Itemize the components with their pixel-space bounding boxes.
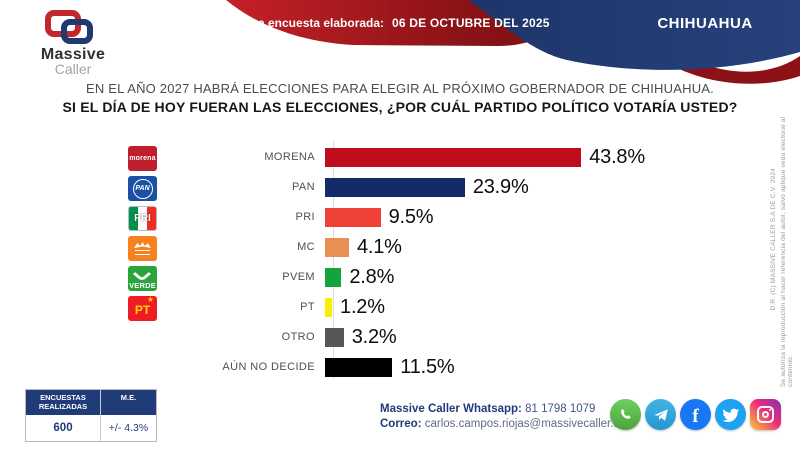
facebook-f-glyph: f xyxy=(692,405,699,427)
bar-pt xyxy=(325,297,333,317)
instagram-lens xyxy=(762,411,769,418)
bar-label-otro: OTRO xyxy=(281,331,315,343)
whatsapp-number[interactable]: 81 1798 1079 xyxy=(521,403,596,415)
chart-row-otro: OTRO 3.2% xyxy=(150,322,630,352)
party-logo-column: morena PAN PRI VERDE ★ PT xyxy=(128,146,158,326)
pan-ring: PAN xyxy=(132,178,153,199)
sample-stats-table: ENCUESTAS REALIZADAS M.E. 600 +/- 4.3% xyxy=(25,389,157,443)
pt-star-icon: ★ xyxy=(146,296,154,304)
copyright-vertical-text: D.R. (C) MASSIVE CALLER S.A DE C.V. 2024… xyxy=(770,92,794,387)
question-line-2: SI EL DÍA DE HOY FUERAN LAS ELECCIONES, … xyxy=(62,99,738,115)
bar-label-pri: PRI xyxy=(295,211,315,223)
chart-row-pan: PAN 23.9% xyxy=(150,172,630,202)
bar-morena xyxy=(325,147,582,167)
whatsapp-label: Massive Caller Whatsapp: xyxy=(380,403,522,415)
massive-caller-logo: Massive Caller xyxy=(28,10,118,77)
facebook-icon[interactable]: f xyxy=(680,399,711,430)
contact-block: Massive Caller Whatsapp: 81 1798 1079 Co… xyxy=(380,402,635,432)
stats-value-row: 600 +/- 4.3% xyxy=(26,415,156,442)
header-banner-graphics xyxy=(226,0,800,84)
pri-tricolor xyxy=(129,207,156,230)
chart-row-pt: PT 1.2% xyxy=(150,292,630,322)
chart-row-a-n-no-decide: AÚN NO DECIDE 11.5% xyxy=(150,352,630,382)
bar-value-morena: 43.8% xyxy=(589,145,645,168)
pt-logo-text: PT xyxy=(134,303,151,317)
bar-label-morena: MORENA xyxy=(264,151,315,163)
bar-value-a-n-no-decide: 11.5% xyxy=(400,355,455,378)
bar-a-n-no-decide xyxy=(325,357,393,377)
blue-swoosh xyxy=(468,0,800,70)
stats-value-me: +/- 4.3% xyxy=(100,415,156,442)
stats-header-me: M.E. xyxy=(100,390,156,416)
pri-logo-icon: PRI xyxy=(128,206,157,231)
pan-logo-icon: PAN xyxy=(128,176,157,201)
twitter-icon[interactable] xyxy=(715,399,746,430)
logo-speech-bubble-blue-icon xyxy=(61,19,93,44)
bar-pvem xyxy=(325,267,342,287)
whatsapp-line: Massive Caller Whatsapp: 81 1798 1079 xyxy=(380,402,635,417)
bar-pan xyxy=(325,177,465,197)
poll-bar-chart: MORENA 43.8% PAN 23.9% PRI 9.5% MC 4.1% PVEM 2.8%… xyxy=(150,142,645,382)
pvem-logo-icon: VERDE xyxy=(128,266,157,291)
instagram-flash-dot xyxy=(769,409,771,411)
bar-pri xyxy=(325,207,381,227)
chart-row-mc: MC 4.1% xyxy=(150,232,630,262)
morena-logo-icon: morena xyxy=(128,146,157,171)
bar-value-pvem: 2.8% xyxy=(349,265,395,288)
pan-logo-text: PAN xyxy=(135,185,150,192)
stats-header-encuestas: ENCUESTAS REALIZADAS xyxy=(38,393,88,411)
chart-row-pvem: PVEM 2.8% xyxy=(150,262,630,292)
logo-word-massive: Massive xyxy=(40,46,106,63)
telegram-icon[interactable] xyxy=(645,399,676,430)
last-survey-date: 06 DE OCTUBRE DEL 2025 xyxy=(392,16,550,30)
bar-label-pt: PT xyxy=(300,301,315,313)
chart-row-morena: MORENA 43.8% xyxy=(150,142,645,172)
mc-logo-icon xyxy=(128,236,157,261)
bar-value-otro: 3.2% xyxy=(351,325,397,348)
bar-label-pan: PAN xyxy=(291,181,315,193)
bar-value-mc: 4.1% xyxy=(356,235,402,258)
verde-toucan-icon xyxy=(132,266,152,282)
question-line-1: EN EL AÑO 2027 HABRÁ ELECCIONES PARA ELE… xyxy=(86,81,714,96)
stats-value-encuestas: 600 xyxy=(53,422,73,435)
pt-logo-icon: ★ PT xyxy=(128,296,157,321)
morena-logo-text: morena xyxy=(129,155,156,162)
email-label: Correo: xyxy=(380,418,422,430)
pri-logo-text: PRI xyxy=(134,213,151,224)
instagram-camera-frame xyxy=(757,406,774,423)
last-survey-label: Última encuesta elaborada: xyxy=(228,16,385,30)
bar-label-pvem: PVEM xyxy=(282,271,315,283)
bar-value-pan: 23.9% xyxy=(472,175,529,198)
social-icons: f xyxy=(610,399,781,430)
bar-label-a-n-no-decide: AÚN NO DECIDE xyxy=(222,361,315,373)
chart-row-pri: PRI 9.5% xyxy=(150,202,630,232)
chart-axis-line xyxy=(333,141,334,379)
copyright-line-2: Se autoriza la reproducción al hacer ref… xyxy=(780,116,794,387)
logo-word-caller: Caller xyxy=(54,61,92,77)
bar-value-pri: 9.5% xyxy=(388,205,434,228)
mc-eagle-icon xyxy=(134,242,151,248)
whatsapp-icon[interactable] xyxy=(610,399,641,430)
verde-logo-text: VERDE xyxy=(129,281,156,290)
email-line: Correo: carlos.campos.riojas@massivecall… xyxy=(380,417,635,432)
state-name: CHIHUAHUA xyxy=(657,15,753,32)
email-address[interactable]: carlos.campos.riojas@massivecaller.com xyxy=(421,418,636,430)
instagram-icon[interactable] xyxy=(750,399,781,430)
mc-text-lines xyxy=(135,250,150,255)
bar-label-mc: MC xyxy=(297,241,315,253)
bar-value-pt: 1.2% xyxy=(340,295,385,318)
bar-mc xyxy=(325,237,349,257)
red-corner-sliver xyxy=(660,42,800,84)
copyright-line-1: D.R. (C) MASSIVE CALLER S.A DE C.V. 2024 xyxy=(770,168,777,311)
stats-header-row: ENCUESTAS REALIZADAS M.E. xyxy=(26,390,156,416)
bar-otro xyxy=(325,327,344,347)
survey-question: EN EL AÑO 2027 HABRÁ ELECCIONES PARA ELE… xyxy=(60,81,740,115)
